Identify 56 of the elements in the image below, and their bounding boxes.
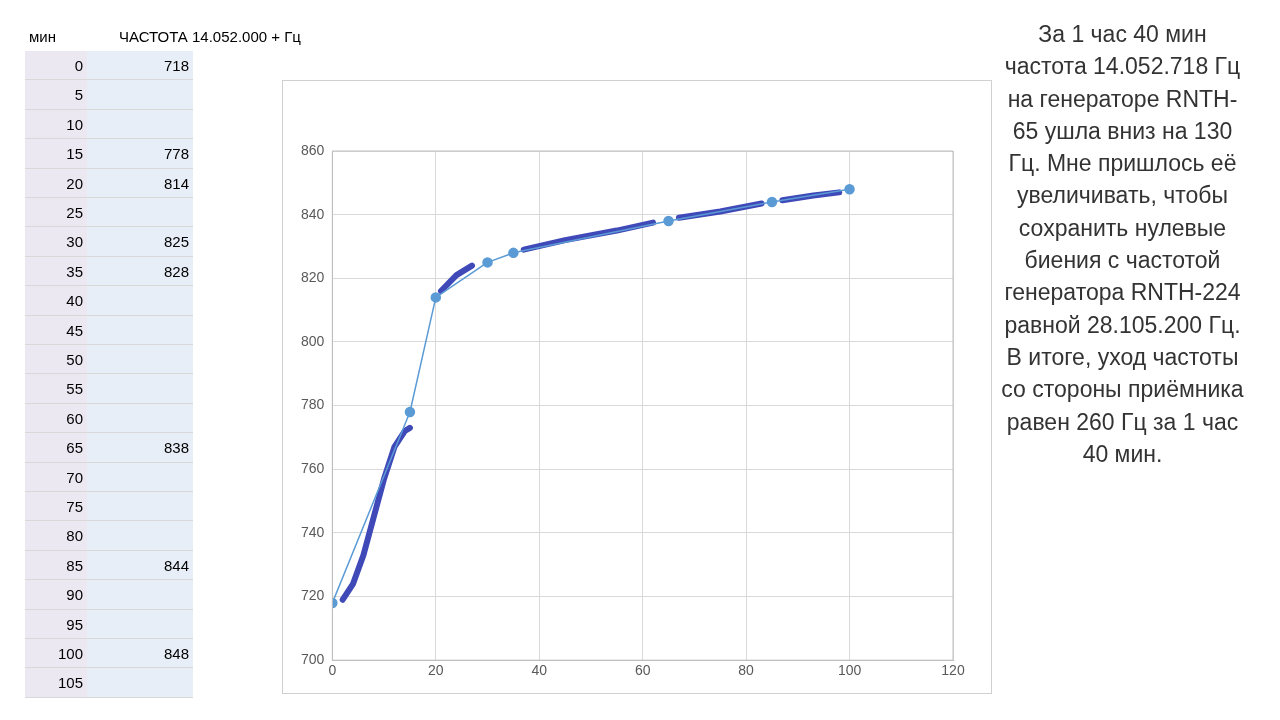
y-tick-label: 0	[73, 56, 84, 76]
point	[404, 406, 416, 418]
point	[482, 257, 493, 268]
y-tick-label: 55	[65, 379, 84, 400]
data-label: 814	[162, 173, 190, 194]
point	[508, 247, 519, 259]
y-tick-label: 15	[65, 144, 84, 165]
data-label: 844	[162, 555, 190, 576]
x-tick-label: 100	[837, 662, 862, 679]
data-label: 828	[162, 261, 190, 282]
y-tick-label: 30	[65, 232, 84, 253]
y-tick-label: 700	[301, 651, 325, 668]
y-tick-label: 10	[65, 114, 84, 135]
data-label: 838	[162, 438, 190, 459]
y-tick-label: 5	[73, 85, 84, 106]
y-tick-label: 720	[301, 587, 325, 604]
y-tick-label: 20	[65, 173, 84, 194]
x-tick-label: 120	[941, 662, 965, 679]
y-tick-label: 760	[301, 460, 325, 477]
data-label: 825	[162, 232, 190, 253]
point	[844, 183, 855, 195]
data-label: 718	[162, 56, 190, 76]
y-tick-label: 95	[65, 614, 84, 635]
y-tick-label: 90	[65, 585, 84, 606]
y-tick-label: 860	[301, 141, 325, 158]
y-tick-label: 820	[301, 269, 325, 286]
y-axis-title: мин	[28, 27, 57, 47]
y-tick-label: 70	[65, 467, 84, 488]
x-tick-label: 0	[328, 662, 337, 679]
y-tick-label: 740	[301, 523, 325, 540]
y-tick-label: 25	[65, 203, 84, 223]
y-tick-label: 800	[301, 332, 325, 349]
y-tick-label: 50	[65, 350, 84, 370]
y-tick-label: 105	[56, 673, 84, 694]
y-tick-label: 60	[65, 408, 84, 429]
point	[766, 196, 778, 208]
x-tick-label: 40	[531, 662, 548, 679]
y-tick-label: 100	[56, 644, 84, 664]
y-tick-label: 80	[65, 526, 84, 547]
y-tick-label: 780	[301, 396, 325, 413]
x-tick-label: 60	[634, 662, 651, 679]
point	[430, 292, 442, 303]
point	[663, 215, 674, 227]
y-tick-label: 35	[65, 261, 84, 282]
y-tick-label: 75	[65, 497, 84, 517]
data-label: 848	[162, 644, 190, 664]
data-label: 778	[162, 144, 190, 165]
y-tick-label: 45	[65, 320, 84, 341]
x-tick-label: ЧАСТОТА 14.052.000 + Гц	[118, 27, 302, 47]
x-tick-label: 20	[428, 662, 444, 679]
y-tick-label: 65	[65, 438, 84, 459]
y-tick-label: 840	[301, 205, 325, 222]
y-tick-label: 85	[65, 555, 84, 576]
y-tick-label: 40	[65, 291, 84, 312]
text: За 1 час 40 мин частота 14.052.718 Гц на генераторе RNTH-65 ушла вниз на 130 Гц. Мне пришлось её увеличивать, чтобы сохранить нулевые биения с частотой генератора RNTH-224 равной 28.105.200 Гц. В итоге, уход частоты со стороны приёмника равен 260 Гц за 1 час 40 мин.	[1001, 21, 1244, 467]
x-tick-label: 80	[738, 662, 755, 679]
